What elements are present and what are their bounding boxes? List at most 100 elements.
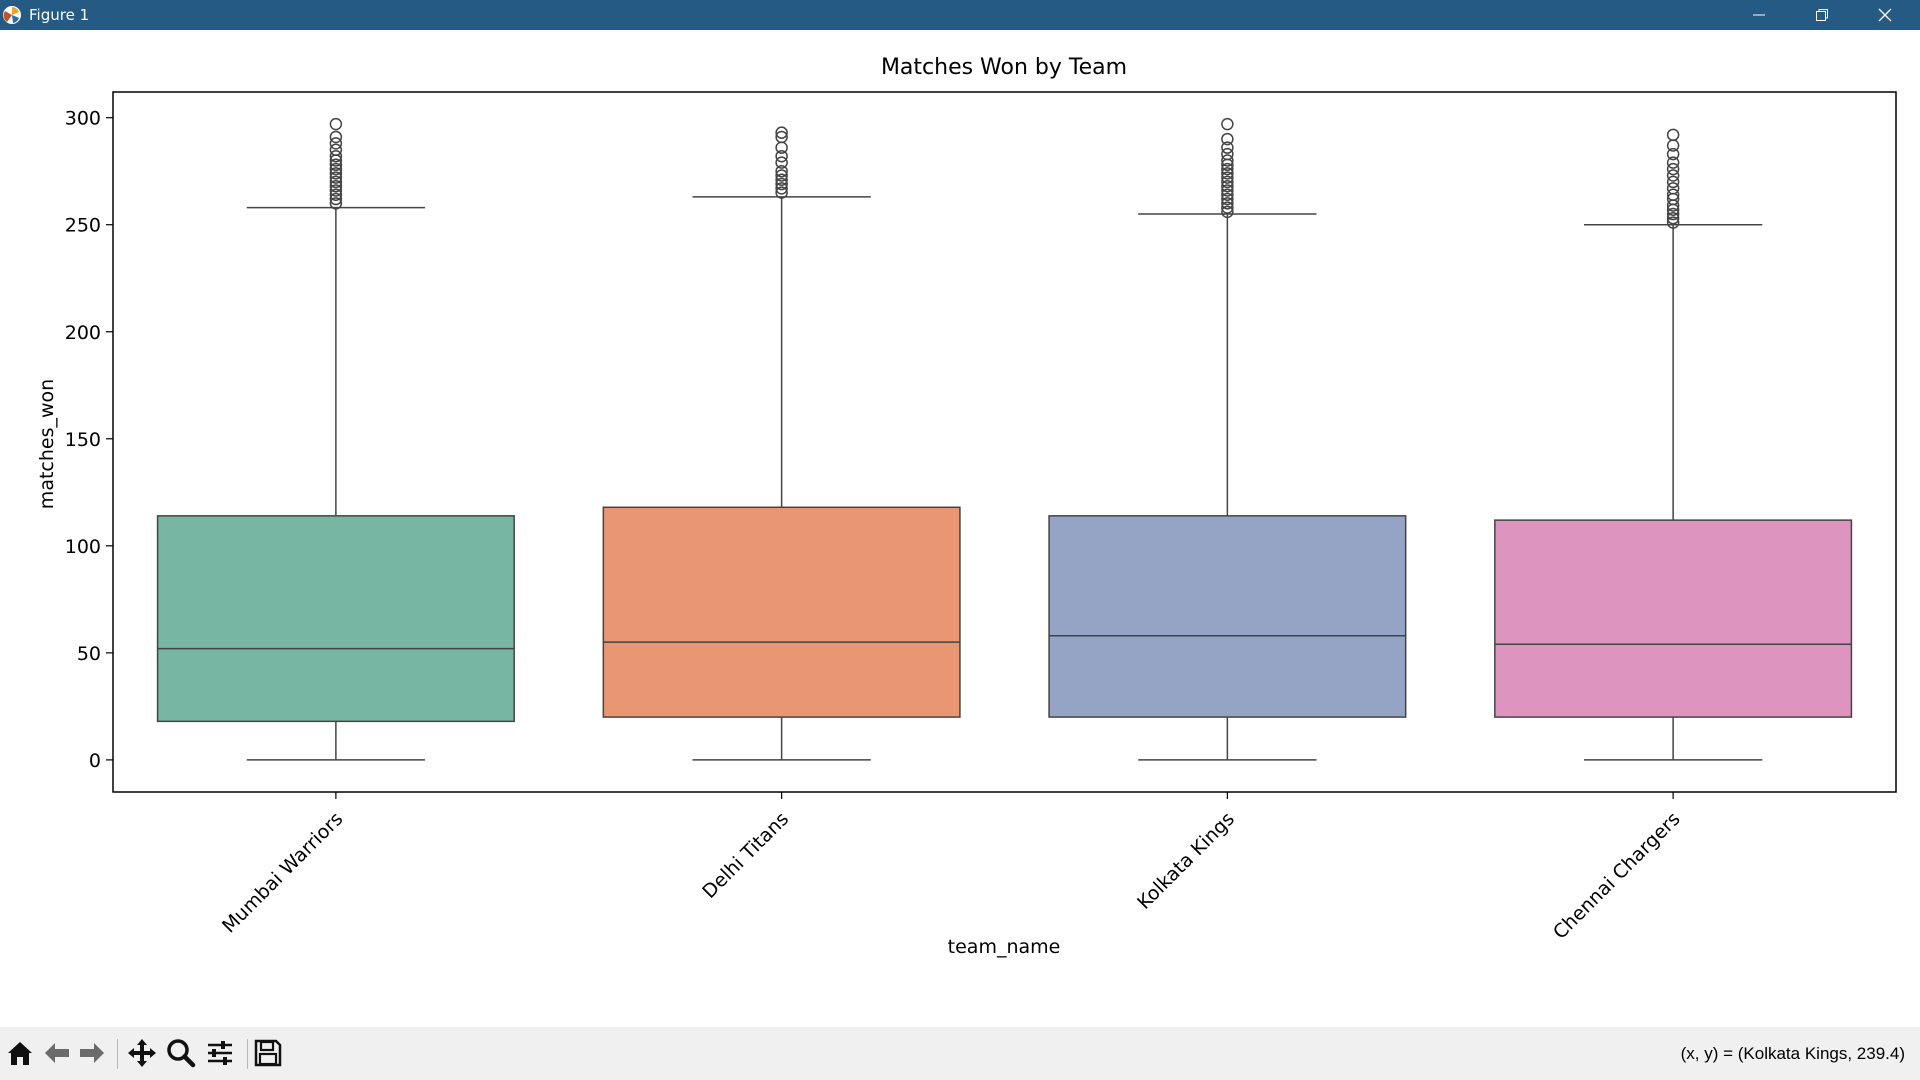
y-tick-label: 150 xyxy=(65,429,101,451)
outlier-point xyxy=(329,171,343,184)
outlier-point xyxy=(1221,201,1234,214)
outlier-point xyxy=(1221,205,1234,219)
configure-subplots-icon xyxy=(208,1041,232,1065)
outlier-point xyxy=(775,169,788,182)
outlier-point xyxy=(1221,192,1234,206)
home-button[interactable] xyxy=(4,1037,36,1069)
outlier-point xyxy=(775,149,788,163)
outlier-point xyxy=(329,130,343,144)
restore-icon xyxy=(1816,9,1828,21)
outlier-point xyxy=(1221,197,1234,210)
matplotlib-app-icon xyxy=(3,6,21,24)
back-button[interactable] xyxy=(41,1037,73,1069)
outlier-point xyxy=(775,164,788,178)
outlier-point xyxy=(329,188,343,202)
outlier-point xyxy=(329,149,343,163)
configure-subplots-button[interactable] xyxy=(204,1037,236,1069)
box-0 xyxy=(156,515,515,723)
outlier-point xyxy=(1221,184,1234,197)
close-button[interactable] xyxy=(1855,0,1915,30)
axes-frame xyxy=(112,91,1897,793)
outlier-point xyxy=(775,141,788,154)
outlier-point xyxy=(1221,175,1234,189)
box-3 xyxy=(1494,519,1853,718)
y-tick-label: 300 xyxy=(65,108,101,130)
forward-arrow-icon xyxy=(80,1043,104,1063)
outlier-point xyxy=(329,179,343,193)
outlier-point xyxy=(1666,156,1680,169)
outlier-point xyxy=(329,167,343,180)
y-tick-label: 250 xyxy=(65,215,101,237)
outlier-point xyxy=(1666,169,1680,182)
restore-button[interactable] xyxy=(1792,0,1852,30)
x-tick-label: Mumbai Warriors xyxy=(218,808,347,937)
chart-title: Matches Won by Team xyxy=(881,55,1127,80)
y-tick-label: 200 xyxy=(65,322,101,344)
outlier-point xyxy=(329,158,343,172)
outlier-point xyxy=(1221,179,1234,193)
outlier-point xyxy=(329,117,343,131)
outlier-point xyxy=(1666,207,1680,221)
cursor-coordinates-readout: (x, y) = (Kolkata Kings, 239.4) xyxy=(1680,1044,1905,1063)
outlier-point xyxy=(329,184,343,197)
outlier-point xyxy=(775,186,788,199)
outlier-point xyxy=(1666,216,1680,229)
outlier-point xyxy=(775,126,788,139)
save-button[interactable] xyxy=(252,1037,284,1069)
outlier-point xyxy=(775,130,788,144)
outlier-point xyxy=(1221,171,1234,184)
x-tick-label: Chennai Chargers xyxy=(1549,808,1685,944)
outlier-point xyxy=(329,175,343,189)
plot-area[interactable]: Mumbai Warriors Delhi Titans Kolkata Kings… xyxy=(65,91,1897,944)
window-title: Figure 1 xyxy=(29,6,90,24)
outlier-point xyxy=(1221,167,1234,180)
outlier-point xyxy=(775,156,788,169)
x-tick-label: Delhi Titans xyxy=(698,808,793,903)
pan-button[interactable] xyxy=(126,1037,158,1069)
outlier-point xyxy=(1221,117,1234,131)
outlier-point xyxy=(1666,128,1680,142)
box-2 xyxy=(1048,515,1407,718)
outlier-point xyxy=(775,173,788,187)
close-icon xyxy=(1878,8,1892,22)
outlier-point xyxy=(1666,188,1680,202)
outlier-point xyxy=(1666,212,1680,225)
navigation-toolbar: (x, y) = (Kolkata Kings, 239.4) xyxy=(0,1027,1920,1080)
save-floppy-icon xyxy=(254,1039,282,1067)
outlier-point xyxy=(1666,182,1680,195)
outlier-point xyxy=(1666,147,1680,161)
toolbar-separator xyxy=(247,1039,248,1069)
back-arrow-icon xyxy=(45,1043,69,1063)
zoom-button[interactable] xyxy=(165,1037,197,1069)
outlier-point xyxy=(329,192,343,206)
outlier-point xyxy=(1666,175,1680,189)
outlier-point xyxy=(329,137,343,150)
outlier-point xyxy=(1666,139,1680,152)
outlier-point xyxy=(1221,162,1234,176)
outlier-point xyxy=(1221,141,1234,154)
outlier-point xyxy=(329,143,343,157)
x-axis-label: team_name xyxy=(948,936,1061,958)
forward-button[interactable] xyxy=(76,1037,108,1069)
outlier-point xyxy=(1666,162,1680,176)
y-axis-label: matches_won xyxy=(36,379,58,509)
x-tick-label: Kolkata Kings xyxy=(1133,808,1239,914)
outlier-point xyxy=(329,162,343,176)
outlier-point xyxy=(1221,154,1234,167)
minimize-icon xyxy=(1753,14,1765,16)
pan-move-icon xyxy=(128,1039,156,1067)
home-icon xyxy=(8,1042,32,1065)
toolbar-separator xyxy=(117,1039,118,1069)
outlier-point xyxy=(1221,188,1234,202)
zoom-magnifier-icon xyxy=(167,1039,196,1068)
y-tick-label: 0 xyxy=(89,750,101,772)
outlier-point xyxy=(775,182,788,195)
boxplot-chart[interactable]: Matches Won by Team Mumbai Warriors Delhi… xyxy=(0,30,1920,1027)
outlier-point xyxy=(1221,147,1234,161)
outlier-point xyxy=(1221,132,1234,146)
outlier-point xyxy=(775,177,788,191)
minimize-button[interactable] xyxy=(1729,0,1789,30)
box-1 xyxy=(602,506,961,718)
figure-canvas[interactable]: Matches Won by Team Mumbai Warriors Delhi… xyxy=(0,30,1920,1027)
y-tick-label: 100 xyxy=(65,536,101,558)
